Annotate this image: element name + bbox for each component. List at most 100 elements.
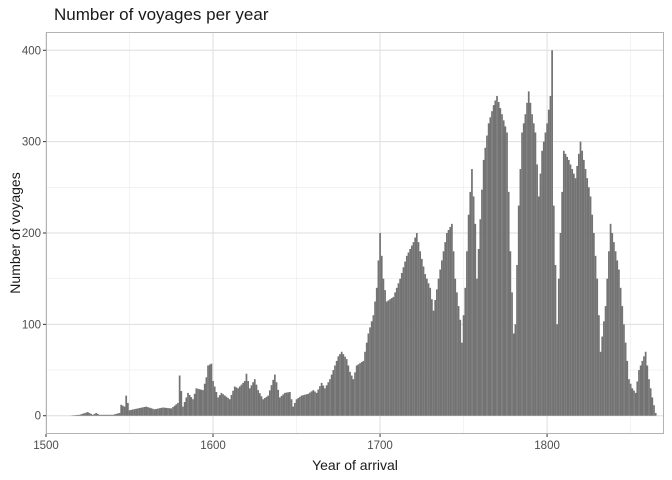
bar [289,391,291,416]
bar [147,407,149,416]
bar [405,255,408,416]
bar [106,414,109,416]
bar [477,248,480,416]
bar [355,365,358,416]
bar [207,365,209,416]
bar [651,397,654,416]
bar [309,392,311,416]
bar [461,342,463,416]
bar [624,342,627,416]
y-tick-label: 0 [35,411,41,423]
bar [427,283,430,416]
bar [581,150,584,416]
bar [395,287,398,416]
bar [334,365,336,416]
bar [464,287,467,416]
bar [253,379,256,416]
bar [354,372,356,416]
bar [591,214,594,416]
bar [294,402,296,416]
bar [367,333,370,416]
bar [601,336,604,416]
bar [170,408,173,416]
bar [83,413,86,416]
bar [430,299,433,416]
bar [160,407,163,416]
bar [544,132,547,416]
bar [634,392,637,416]
bar [491,111,493,416]
bar [158,408,161,416]
bar [242,382,244,416]
bar [399,278,401,416]
bar [178,375,181,416]
bar [111,414,114,416]
bar [364,351,366,416]
bar [273,374,276,416]
bar [375,287,378,416]
bar [593,233,595,416]
bar [86,412,89,416]
bar [197,388,199,416]
bar [467,214,470,416]
bar [350,375,353,416]
bar [449,226,452,416]
bar [434,300,437,416]
bar [177,402,179,416]
bar [272,379,275,416]
bar [142,407,144,416]
bar [618,269,620,416]
bar [98,414,101,416]
bar [387,300,390,416]
bar [292,406,295,416]
bar [324,388,326,416]
bar [267,395,270,416]
bar [559,233,562,416]
bar [198,389,201,416]
bar [476,278,478,416]
bar [329,379,331,416]
bar [400,272,403,416]
bar [190,397,193,416]
bar [243,381,246,416]
bar [302,395,305,416]
bar [148,407,151,416]
bar [248,388,251,416]
bar [121,405,124,416]
bar [262,399,265,416]
bar [619,287,622,416]
bar [238,386,241,416]
bar [527,91,530,416]
bar [132,409,134,416]
bar [218,395,221,416]
bar [507,191,510,416]
bar [101,414,104,416]
bar [638,370,640,416]
bar [185,397,188,416]
bar [643,356,645,416]
bar [357,364,360,416]
bar [297,398,300,416]
bar [502,120,505,416]
bar [429,287,432,416]
bar [235,387,238,416]
bar [252,382,254,416]
bar [452,251,455,416]
bar [290,399,293,416]
bar [240,384,243,416]
bar [501,114,503,416]
bar [369,327,371,416]
bar [621,306,624,416]
bar [275,382,278,416]
bar [422,266,425,416]
bar [317,389,320,416]
bar [123,406,126,416]
bar [180,391,183,416]
bar [409,248,412,416]
bar [258,393,261,416]
bar [572,173,575,416]
bar [616,260,619,416]
x-tick-label: 1500 [33,440,59,452]
bar [420,258,423,416]
bar [105,414,108,416]
